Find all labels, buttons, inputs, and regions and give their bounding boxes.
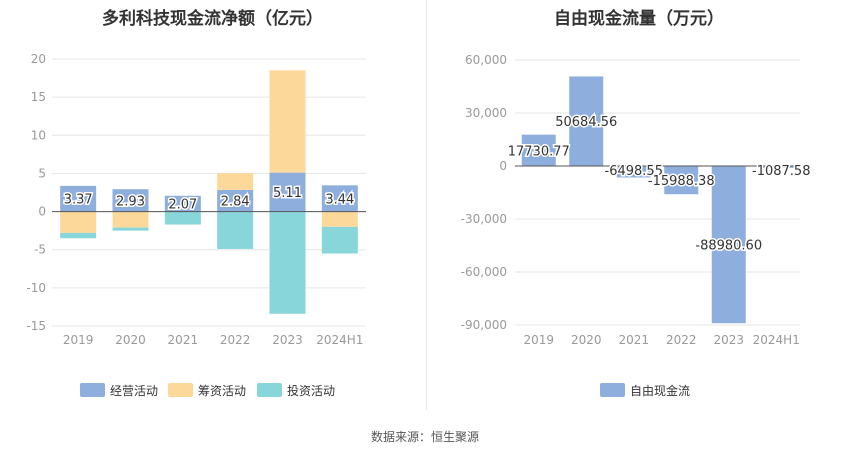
bar-segment: [217, 173, 254, 190]
bar-segment: [112, 227, 149, 231]
data-source: 数据来源：恒生聚源: [370, 430, 479, 444]
x-tick-label: 2019: [523, 333, 554, 347]
bar: [521, 134, 556, 166]
x-tick-label: 2024H1: [316, 333, 363, 347]
bar: [711, 166, 746, 324]
y-tick-label: -30,000: [461, 212, 507, 226]
y-tick-label: 30,000: [465, 106, 507, 120]
bar: [569, 76, 604, 166]
x-tick-label: 2023: [272, 333, 303, 347]
x-tick-label: 2021: [168, 333, 199, 347]
free-cashflow-chart-panel: 自由现金流量（万元） 60,000 30,000 0 -30,000 -60,000 -9…: [428, 0, 850, 410]
data-label: 3.37: [64, 193, 93, 208]
x-tick-label: 2022: [220, 333, 251, 347]
bar-segment: [112, 211, 149, 228]
bar: [616, 166, 651, 178]
legend-swatch: [168, 383, 193, 397]
legend-label: 筹资活动: [198, 384, 246, 398]
bar-segment: [164, 195, 201, 212]
y-tick-label: 20: [31, 52, 46, 66]
free-cashflow-chart: 60,000 30,000 0 -30,000 -60,000 -90,000 2019 20…: [461, 53, 812, 398]
data-label: 5.11: [273, 186, 302, 201]
data-label: -88980.60: [695, 239, 762, 254]
y-tick-label: -90,000: [461, 318, 507, 332]
legend-label: 自由现金流: [630, 383, 690, 398]
data-label: 2.07: [168, 198, 197, 213]
cashflow-chart-panel: 多利科技现金流净额（亿元） 20 15 10 5 0 -5 -10 -15 2019 2020 20…: [0, 0, 425, 410]
x-tick-label: 2022: [666, 333, 697, 347]
bar: [759, 166, 794, 168]
x-tick-label: 2023: [713, 333, 744, 347]
legend-label: 经营活动: [110, 384, 158, 398]
bar-segment: [217, 211, 254, 249]
legend-swatch: [80, 383, 105, 397]
x-tick-label: 2020: [115, 333, 146, 347]
bar-segment: [60, 185, 97, 212]
legend-swatch: [600, 383, 625, 397]
left-chart-title: 多利科技现金流净额（亿元）: [102, 9, 323, 29]
bar-segment: [164, 211, 201, 225]
bar: [664, 166, 699, 195]
y-tick-label: 5: [38, 166, 46, 180]
y-tick-label: -5: [34, 243, 46, 257]
y-tick-label: -60,000: [461, 265, 507, 279]
data-label: -6498.55: [605, 164, 663, 179]
data-label: -1087.58: [752, 164, 810, 179]
bar-segment: [269, 211, 306, 314]
bar-segment: [321, 185, 358, 212]
cashflow-chart: 20 15 10 5 0 -5 -10 -15 2019 2020 2021 2022 2023 2024…: [26, 52, 366, 398]
x-tick-label: 2021: [618, 333, 649, 347]
y-tick-label: 0: [38, 205, 46, 219]
bar-segment: [60, 211, 97, 233]
bar-segment: [321, 211, 358, 227]
data-label: -15988.38: [648, 174, 715, 189]
y-tick-label: 0: [499, 159, 507, 173]
bar-segment: [321, 226, 358, 254]
y-tick-label: -10: [26, 281, 46, 295]
bar-segment: [60, 232, 97, 239]
x-tick-label: 2024H1: [753, 333, 800, 347]
panel-divider: [426, 0, 427, 410]
data-label: 17730.77: [508, 144, 570, 159]
legend-label: 投资活动: [287, 383, 335, 398]
bar-segment: [269, 70, 306, 173]
x-tick-label: 2020: [571, 333, 602, 347]
bar-segment: [217, 189, 254, 212]
data-label: 3.44: [325, 192, 354, 207]
y-tick-label: 15: [31, 90, 46, 104]
y-tick-label: 10: [31, 128, 46, 142]
x-tick-label: 2019: [63, 333, 94, 347]
y-tick-label: -15: [26, 319, 46, 333]
right-chart-title: 自由现金流量（万元）: [554, 9, 724, 29]
bar-segment: [269, 172, 306, 212]
bar-segment: [112, 189, 149, 212]
y-tick-label: 60,000: [465, 53, 507, 67]
data-label: 2.84: [221, 195, 250, 210]
data-label: 50684.56: [555, 115, 617, 130]
data-label: 2.93: [116, 194, 145, 209]
legend-swatch: [257, 383, 282, 397]
